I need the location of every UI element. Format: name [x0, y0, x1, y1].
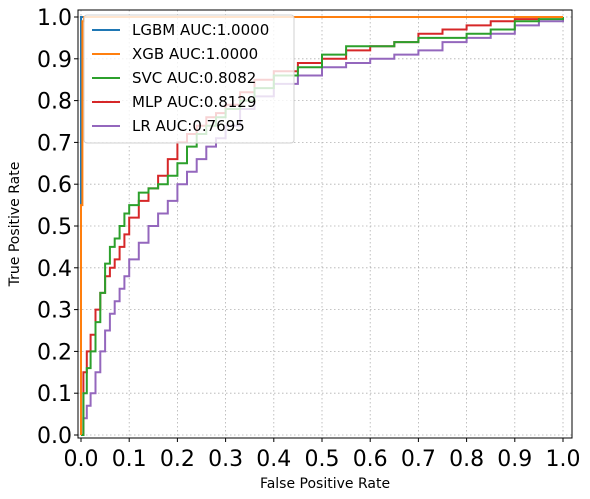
- legend-label: XGB AUC:1.0000: [132, 45, 258, 63]
- y-tick-label: 0.2: [37, 340, 72, 365]
- y-tick-label: 0.1: [37, 382, 72, 407]
- x-axis-label: False Positive Rate: [260, 476, 390, 492]
- y-axis-label: True Positive Rate: [7, 162, 23, 288]
- legend-label: LR AUC:0.7695: [132, 117, 245, 135]
- y-tick-label: 0.5: [37, 215, 72, 240]
- legend: LGBM AUC:1.0000 XGB AUC:1.0000 SVC AUC:0.8…: [83, 14, 295, 144]
- legend-box: [83, 14, 295, 144]
- y-tick-label: 0.8: [37, 90, 72, 115]
- y-tick-label: 0.4: [37, 257, 72, 282]
- legend-label: LGBM AUC:1.0000: [132, 21, 269, 39]
- x-tick-labels: 0.0 0.1 0.2 0.3 0.4 0.5 0.6 0.7 0.8 0.9 1.0: [64, 438, 581, 472]
- x-tick-label: 0.4: [256, 447, 291, 472]
- plot-frame: [77, 9, 573, 439]
- x-tick-label: 0.8: [449, 447, 484, 472]
- legend-label: SVC AUC:0.8082: [132, 69, 256, 87]
- x-tick-label: 0.2: [160, 447, 195, 472]
- roc-line-svc: [81, 17, 564, 436]
- y-tick-label: 0.6: [37, 173, 72, 198]
- y-tick-labels: 0.0 0.1 0.2 0.3 0.4 0.5 0.6 0.7 0.8 0.9 1.0: [37, 6, 78, 449]
- y-tick-label: 1.0: [37, 6, 72, 31]
- roc-line-lr: [81, 17, 564, 436]
- x-tick-label: 0.5: [305, 447, 340, 472]
- x-tick-label: 0.6: [353, 447, 388, 472]
- x-tick-label: 0.7: [401, 447, 436, 472]
- legend-label: MLP AUC:0.8129: [132, 93, 256, 111]
- x-tick-label: 0.0: [64, 447, 99, 472]
- x-tick-label: 0.9: [497, 447, 532, 472]
- legend-items: LGBM AUC:1.0000 XGB AUC:1.0000 SVC AUC:0.8…: [92, 21, 269, 135]
- y-tick-label: 0.0: [37, 424, 72, 449]
- y-tick-label: 0.3: [37, 299, 72, 324]
- x-tick-label: 0.3: [208, 447, 243, 472]
- x-tick-label: 1.0: [546, 447, 581, 472]
- y-tick-label: 0.7: [37, 131, 72, 156]
- x-tick-label: 0.1: [112, 447, 147, 472]
- y-tick-label: 0.9: [37, 48, 72, 73]
